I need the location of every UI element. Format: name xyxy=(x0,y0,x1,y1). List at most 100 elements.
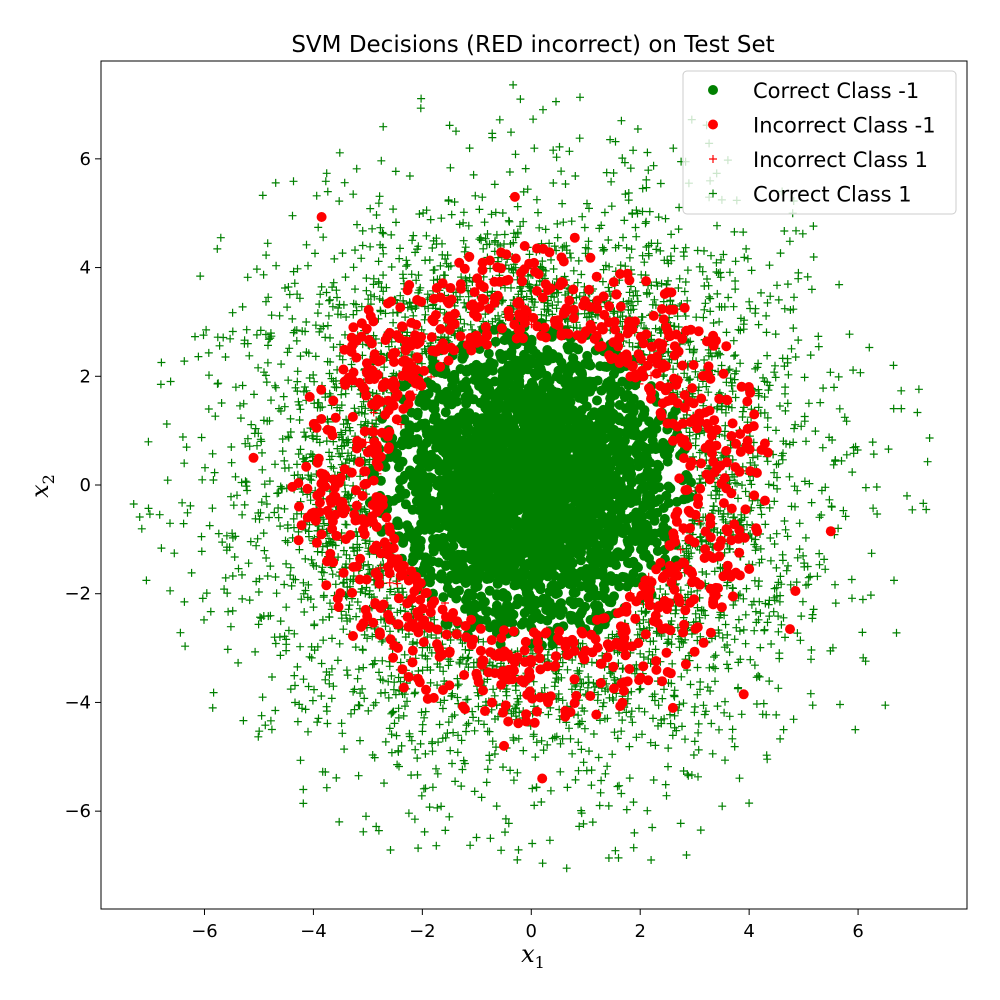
scatter-point xyxy=(861,657,870,666)
scatter-point xyxy=(549,146,558,155)
scatter-point xyxy=(809,253,818,261)
scatter-point xyxy=(266,562,275,571)
scatter-point xyxy=(633,297,642,306)
scatter-point xyxy=(389,685,398,694)
scatter-point xyxy=(554,690,563,698)
scatter-point xyxy=(276,617,285,626)
scatter-point xyxy=(580,724,589,733)
scatter-point xyxy=(807,655,815,664)
scatter-point xyxy=(394,673,403,682)
scatter-point xyxy=(514,734,523,743)
scatter-point xyxy=(760,625,769,634)
scatter-point xyxy=(814,332,823,341)
scatter-point xyxy=(710,653,718,661)
scatter-point xyxy=(492,743,500,752)
scatter-point xyxy=(541,225,550,234)
scatter-point xyxy=(643,148,652,157)
scatter-point xyxy=(265,477,274,486)
scatter-point xyxy=(267,311,276,320)
scatter-point xyxy=(323,719,332,728)
scatter-point xyxy=(254,620,263,629)
scatter-point xyxy=(625,253,634,262)
scatter-point xyxy=(849,366,858,375)
scatter-point xyxy=(263,239,272,248)
scatter-point xyxy=(437,802,446,811)
scatter-point xyxy=(324,311,333,320)
scatter-point xyxy=(772,426,780,435)
scatter-point xyxy=(559,218,568,227)
scatter-point xyxy=(669,144,678,153)
scatter-point xyxy=(791,353,800,361)
scatter-point xyxy=(414,242,423,251)
scatter-point xyxy=(194,352,203,361)
scatter-point xyxy=(274,513,283,522)
scatter-point xyxy=(556,767,565,776)
scatter-point xyxy=(607,202,616,211)
scatter-point xyxy=(829,460,838,469)
scatter-point xyxy=(890,576,898,585)
scatter-point xyxy=(848,594,856,603)
scatter-point xyxy=(848,468,857,477)
scatter-point xyxy=(337,428,345,437)
scatter-point xyxy=(671,609,680,618)
scatter-point xyxy=(241,477,250,486)
scatter-point xyxy=(292,336,301,345)
scatter-point xyxy=(170,549,179,558)
scatter-point xyxy=(774,627,783,636)
scatter-point xyxy=(565,147,574,156)
scatter-point xyxy=(322,288,331,297)
scatter-point xyxy=(321,675,330,684)
scatter-point xyxy=(379,122,388,131)
scatter-point xyxy=(477,236,486,245)
scatter-point xyxy=(531,753,540,762)
scatter-point xyxy=(326,295,334,304)
scatter-point xyxy=(763,423,772,432)
scatter-point xyxy=(636,684,645,693)
scatter-point xyxy=(724,664,733,673)
scatter-point xyxy=(544,710,553,719)
scatter-point xyxy=(453,693,462,702)
scatter-point xyxy=(413,754,422,763)
scatter-point xyxy=(345,554,354,563)
scatter-point xyxy=(375,294,384,303)
scatter-point xyxy=(342,666,351,675)
scatter-point xyxy=(228,606,237,615)
scatter-point xyxy=(271,573,280,581)
scatter-point xyxy=(318,542,327,551)
scatter-point xyxy=(454,731,462,740)
scatter-point xyxy=(217,399,226,407)
scatter-point xyxy=(228,572,237,580)
scatter-point xyxy=(291,698,299,707)
scatter-point xyxy=(865,343,874,352)
scatter-point xyxy=(208,703,217,712)
scatter-point xyxy=(762,311,771,320)
scatter-point xyxy=(422,231,431,240)
scatter-point xyxy=(764,480,773,489)
scatter-point xyxy=(253,534,262,543)
scatter-point xyxy=(617,116,626,125)
scatter-point xyxy=(748,453,757,462)
scatter-point xyxy=(554,694,563,703)
scatter-point xyxy=(741,639,750,648)
scatter-point xyxy=(327,664,336,673)
scatter-point xyxy=(501,814,510,823)
scatter-point xyxy=(831,456,840,464)
scatter-point xyxy=(271,460,279,469)
scatter-point xyxy=(692,313,701,322)
scatter-point xyxy=(420,713,429,722)
scatter-point xyxy=(280,504,289,513)
scatter-point xyxy=(693,246,702,255)
scatter-point xyxy=(386,627,394,636)
scatter-point xyxy=(383,594,391,603)
scatter-point xyxy=(765,261,774,270)
scatter-point xyxy=(506,766,515,775)
scatter-point xyxy=(245,351,254,360)
scatter-point xyxy=(391,690,400,699)
scatter-point xyxy=(760,408,769,417)
scatter-point xyxy=(682,851,691,859)
scatter-point xyxy=(300,608,309,616)
scatter-point xyxy=(815,560,824,569)
scatter-point xyxy=(718,802,727,811)
scatter-point xyxy=(681,735,689,744)
scatter-point xyxy=(662,280,671,289)
